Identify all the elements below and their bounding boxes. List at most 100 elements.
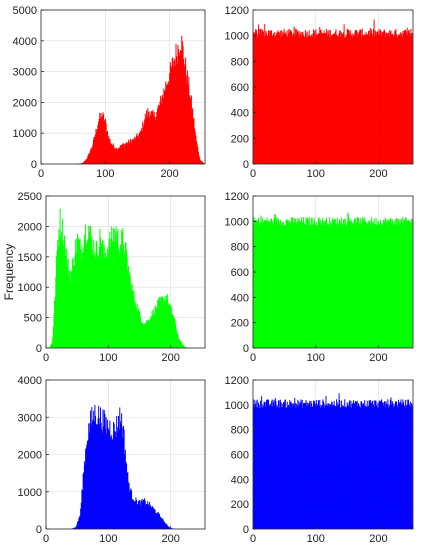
histogram-bar xyxy=(303,35,304,164)
histogram-bar xyxy=(174,65,176,164)
histogram-bar xyxy=(257,407,259,529)
histogram-bar xyxy=(123,146,125,164)
histogram-bar xyxy=(91,421,93,529)
histogram-bar xyxy=(358,32,360,165)
histogram-bar xyxy=(113,421,115,529)
histogram-bar xyxy=(258,402,259,529)
histogram-bar xyxy=(356,223,358,348)
histogram-bar xyxy=(78,518,80,529)
histogram-bar xyxy=(86,158,88,164)
histogram-bar xyxy=(159,516,161,529)
histogram-bar xyxy=(201,161,203,164)
histogram-bar xyxy=(172,57,174,165)
histogram-bar xyxy=(303,222,305,348)
histogram-bar xyxy=(137,308,139,348)
histogram-bar xyxy=(145,320,147,348)
histogram-bar xyxy=(100,245,102,348)
histogram-bar xyxy=(388,219,390,348)
histogram-bar xyxy=(371,224,373,348)
histogram-bar xyxy=(294,402,296,529)
histogram-bar xyxy=(292,34,294,164)
histogram-bar xyxy=(91,147,93,164)
y-tick-label: 0 xyxy=(243,343,249,355)
histogram-bar xyxy=(329,221,331,348)
histogram-bar xyxy=(78,516,80,529)
histogram-bar xyxy=(138,501,140,529)
y-tick-label: 1000 xyxy=(225,216,249,228)
histogram-bar xyxy=(336,399,338,529)
histogram-bar xyxy=(321,220,323,348)
histogram-bar xyxy=(345,225,347,348)
histogram-bar xyxy=(365,221,367,348)
histogram-bar xyxy=(275,35,277,164)
histogram-bar xyxy=(309,35,311,164)
panel-red-encrypted: 0 100 200 0 200 400 600 800 1000 1200 xyxy=(225,5,414,180)
histogram-bar xyxy=(264,24,266,165)
histogram-bar xyxy=(164,300,165,348)
histogram-bar xyxy=(374,224,376,348)
histogram-bar xyxy=(147,111,149,164)
histogram-bar xyxy=(75,239,77,348)
histogram-bar xyxy=(305,399,307,529)
histogram-bar xyxy=(117,431,119,529)
histogram-bar xyxy=(172,66,174,164)
histogram-bar xyxy=(304,30,306,164)
histogram-bar xyxy=(348,214,349,348)
histogram-bar xyxy=(116,416,118,529)
histogram-bar xyxy=(101,242,103,348)
histogram-bar xyxy=(52,337,54,348)
histogram-bar xyxy=(361,405,363,529)
histogram-bar xyxy=(155,513,157,529)
histogram-bar xyxy=(139,132,141,164)
histogram-bar xyxy=(294,28,296,165)
histogram-bar xyxy=(271,218,273,348)
histogram-bar xyxy=(403,402,404,529)
histogram-bar xyxy=(125,242,127,348)
histogram-bar xyxy=(62,218,64,348)
histogram-bar xyxy=(158,297,160,348)
histogram-bar xyxy=(109,247,111,348)
histogram-bar xyxy=(110,143,112,164)
histogram-bar xyxy=(162,519,164,529)
histogram-bar xyxy=(276,405,278,529)
histogram-bar xyxy=(306,37,308,165)
histogram-bar xyxy=(89,151,91,164)
histogram-bar xyxy=(73,527,75,529)
histogram-bar xyxy=(291,217,293,348)
histogram-bar xyxy=(154,117,156,164)
histogram-bar xyxy=(261,217,263,348)
histogram-bar xyxy=(160,518,162,529)
histogram-bar xyxy=(309,217,311,348)
histogram-bar xyxy=(398,399,399,529)
histogram-bar xyxy=(403,405,405,529)
histogram-bar xyxy=(74,254,76,348)
histogram-bar xyxy=(313,32,315,165)
histogram-bar xyxy=(165,302,167,348)
histogram-bar xyxy=(299,37,301,164)
histogram-bar xyxy=(352,402,354,529)
histogram-bar xyxy=(274,35,276,164)
histogram-bar xyxy=(92,255,94,348)
histogram-bar xyxy=(396,405,398,529)
histogram-bar xyxy=(83,162,85,164)
histogram-bar xyxy=(60,236,62,348)
histogram-bar xyxy=(203,162,205,164)
histogram-bar xyxy=(364,35,366,165)
histogram-bar xyxy=(136,133,138,164)
histogram-bar xyxy=(66,267,68,348)
histogram-bar xyxy=(297,399,299,529)
histogram-bar xyxy=(117,148,119,164)
histogram-bar xyxy=(343,32,344,165)
histogram-bar xyxy=(329,217,331,348)
x-tick-label: 100 xyxy=(307,352,325,364)
histogram-bar xyxy=(328,403,329,529)
histogram-bar xyxy=(391,219,393,348)
histogram-bar xyxy=(329,36,331,164)
histogram-bar xyxy=(291,36,293,165)
histogram-bar xyxy=(83,161,85,164)
histogram-bar xyxy=(322,33,324,165)
histogram-bar xyxy=(311,406,313,529)
histogram-bar xyxy=(99,112,101,164)
histogram-bar xyxy=(88,225,90,348)
histogram-bar xyxy=(318,217,319,348)
